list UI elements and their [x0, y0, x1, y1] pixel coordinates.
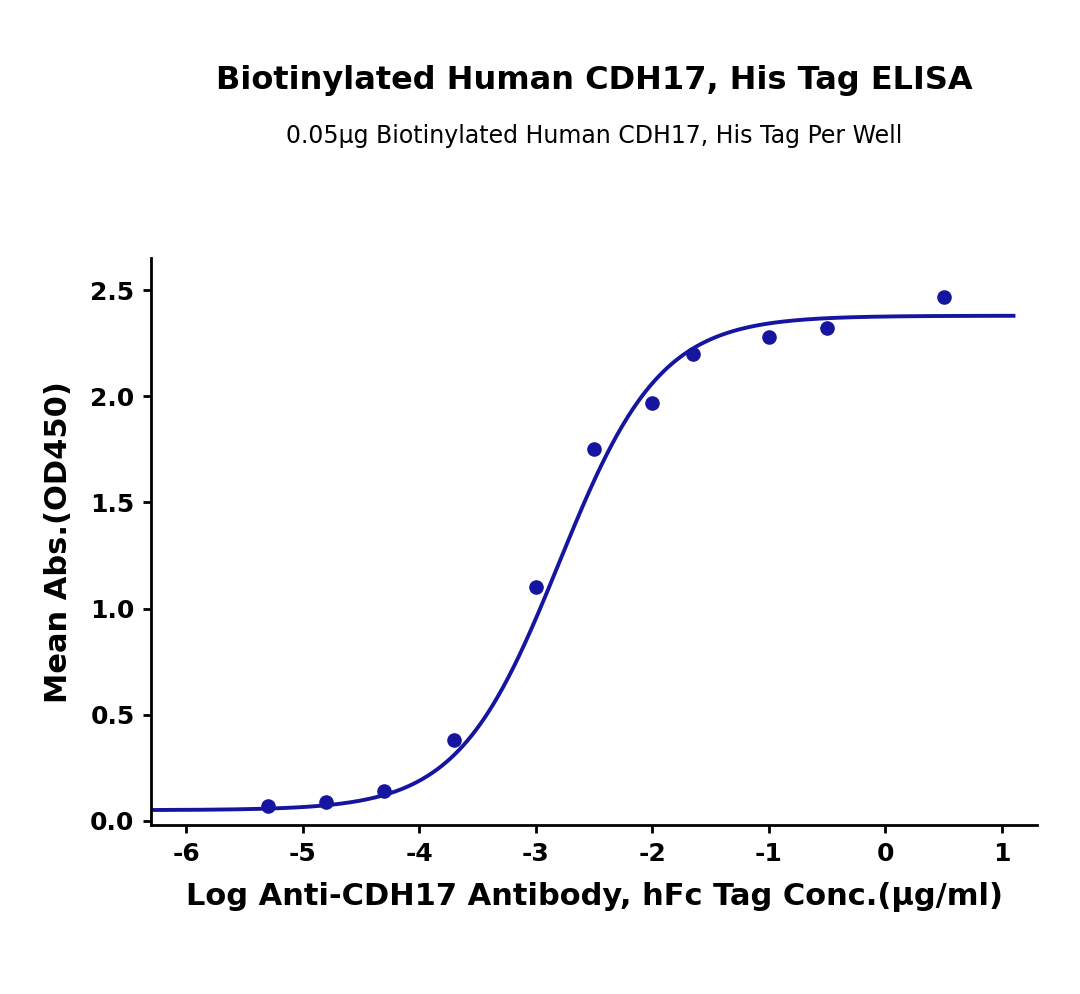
- Point: [376, 783, 393, 799]
- Y-axis label: Mean Abs.(OD450): Mean Abs.(OD450): [44, 381, 73, 703]
- Point: [318, 794, 335, 810]
- Point: [259, 798, 276, 814]
- Point: [819, 320, 836, 336]
- Point: [644, 395, 661, 411]
- Point: [527, 580, 544, 595]
- Point: [685, 346, 702, 362]
- Point: [760, 329, 778, 345]
- Text: 0.05μg Biotinylated Human CDH17, His Tag Per Well: 0.05μg Biotinylated Human CDH17, His Tag…: [286, 124, 902, 148]
- Point: [935, 288, 953, 304]
- Text: Biotinylated Human CDH17, His Tag ELISA: Biotinylated Human CDH17, His Tag ELISA: [216, 65, 972, 95]
- X-axis label: Log Anti-CDH17 Antibody, hFc Tag Conc.(μg/ml): Log Anti-CDH17 Antibody, hFc Tag Conc.(μ…: [186, 883, 1002, 912]
- Point: [585, 441, 603, 457]
- Point: [446, 733, 463, 748]
